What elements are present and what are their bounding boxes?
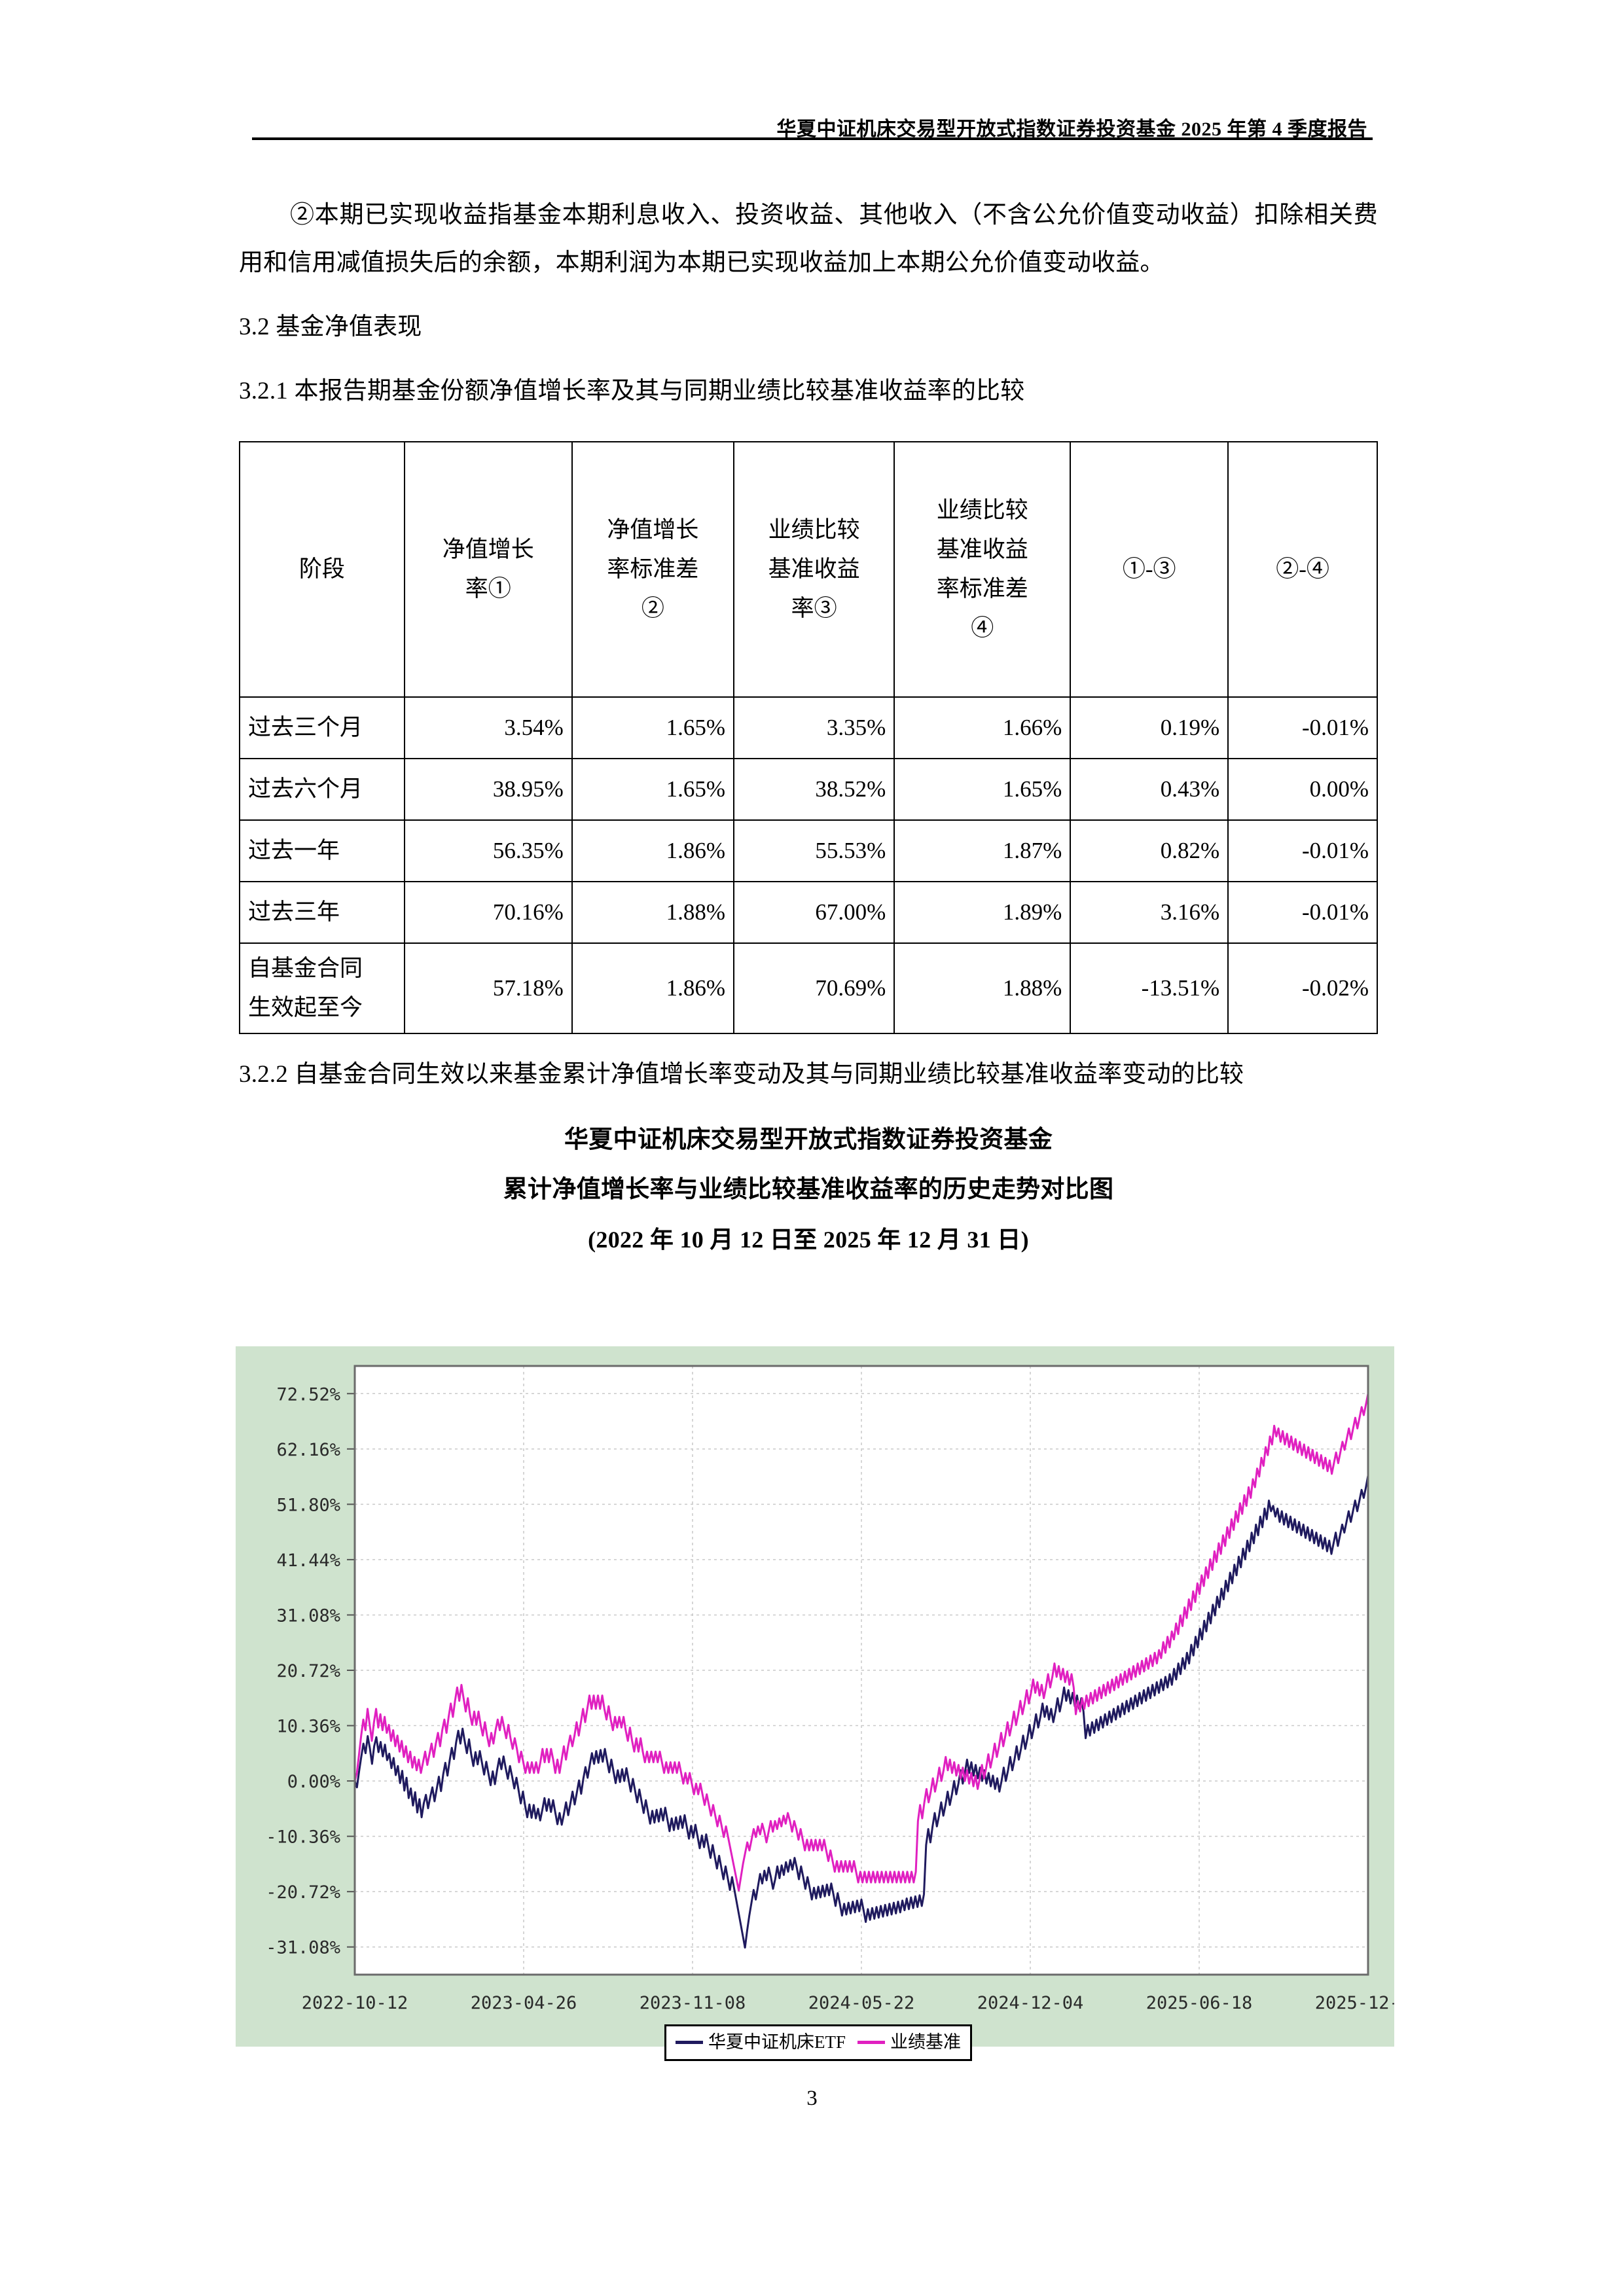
table-row: 自基金合同 生效起至今 57.18% 1.86% 70.69% 1.88% -1… bbox=[239, 942, 1378, 1034]
table-row: 过去一年 56.35% 1.86% 55.53% 1.87% 0.82% -0.… bbox=[239, 819, 1378, 882]
svg-text:2025-12-31: 2025-12-31 bbox=[1315, 1993, 1394, 2013]
svg-text:72.52%: 72.52% bbox=[276, 1384, 340, 1405]
cell-bench-std: 1.66% bbox=[893, 696, 1072, 759]
svg-text:-20.72%: -20.72% bbox=[266, 1882, 340, 1903]
table-row: 过去三个月 3.54% 1.65% 3.35% 1.66% 0.19% -0.0… bbox=[239, 696, 1378, 759]
svg-text:31.08%: 31.08% bbox=[276, 1605, 340, 1626]
performance-chart: 72.52% 62.16% 51.80% 41.44% 31.08% 20.72% 10.3… bbox=[236, 1346, 1394, 2047]
cell-diff-2-4: 0.00% bbox=[1227, 758, 1378, 821]
cell-diff-1-3: 0.82% bbox=[1070, 819, 1229, 882]
chart-gridlines bbox=[355, 1366, 1368, 1975]
svg-text:2022-10-12: 2022-10-12 bbox=[302, 1993, 408, 2013]
cell-stage-line: 生效起至今 bbox=[248, 995, 363, 1020]
svg-text:62.16%: 62.16% bbox=[276, 1440, 340, 1460]
running-header: 华夏中证机床交易型开放式指数证券投资基金 2025 年第 4 季度报告 bbox=[0, 113, 1624, 158]
cell-bench-return: 3.35% bbox=[733, 696, 895, 759]
section-heading-3-2: 3.2 基金净值表现 bbox=[239, 314, 422, 340]
legend-item-benchmark: 业绩基准 bbox=[857, 2029, 961, 2055]
cell-nav-growth: 3.54% bbox=[403, 696, 573, 759]
cell-nav-std: 1.86% bbox=[571, 819, 735, 882]
svg-text:10.36%: 10.36% bbox=[276, 1717, 340, 1737]
cell-nav-std: 1.86% bbox=[571, 942, 735, 1034]
cell-diff-2-4: -0.02% bbox=[1227, 942, 1378, 1034]
legend-label-benchmark: 业绩基准 bbox=[890, 2032, 962, 2052]
legend-label-fund: 华夏中证机床ETF bbox=[708, 2032, 846, 2052]
cell-nav-growth: 38.95% bbox=[403, 758, 573, 821]
chart-caption-line2: 累计净值增长率与业绩比较基准收益率的历史走势对比图 bbox=[503, 1176, 1114, 1203]
col-header-diff-1-3: ①-③ bbox=[1070, 441, 1229, 698]
header-title: 华夏中证机床交易型开放式指数证券投资基金 2025 年第 4 季度报告 bbox=[776, 118, 1367, 140]
cell-nav-growth: 56.35% bbox=[403, 819, 573, 882]
cell-stage: 过去一年 bbox=[239, 819, 405, 882]
svg-text:20.72%: 20.72% bbox=[276, 1661, 340, 1681]
cell-bench-std: 1.89% bbox=[893, 881, 1072, 944]
x-axis-labels: 2022-10-12 2023-04-26 2023-11-08 2024-05-22… bbox=[302, 1993, 1394, 2013]
cell-bench-return: 55.53% bbox=[733, 819, 895, 882]
section-heading-3-2-1: 3.2.1 本报告期基金份额净值增长率及其与同期业绩比较基准收益率的比较 bbox=[239, 378, 1025, 404]
cell-bench-return: 70.69% bbox=[733, 942, 895, 1034]
cell-nav-std: 1.65% bbox=[571, 758, 735, 821]
cell-stage-line: 自基金合同 bbox=[248, 956, 363, 981]
svg-text:2023-11-08: 2023-11-08 bbox=[640, 1993, 746, 2013]
cell-diff-1-3: 0.19% bbox=[1070, 696, 1229, 759]
chart-caption-period: (2022 年 10 月 12 日至 2025 年 12 月 31 日) bbox=[588, 1227, 1029, 1253]
y-axis-ticks bbox=[347, 1393, 355, 1948]
header-rule bbox=[252, 137, 1373, 140]
cell-stage: 过去六个月 bbox=[239, 758, 405, 821]
cell-stage: 过去三年 bbox=[239, 881, 405, 944]
table-head: 阶段 净值增长 率① 净值增长 率标准差 ② 业绩比较 基准收益 率③ bbox=[239, 441, 1378, 698]
page-content: ②本期已实现收益指基金本期利息收入、投资收益、其他收入（不含公允价值变动收益）扣… bbox=[239, 191, 1378, 1265]
y-axis-labels: 72.52% 62.16% 51.80% 41.44% 31.08% 20.72% 10.3… bbox=[266, 1384, 340, 1958]
section-heading-3-2-2: 3.2.2 自基金合同生效以来基金累计净值增长率变动及其与同期业绩比较基准收益率… bbox=[239, 1061, 1244, 1088]
col-header-nav-std: 净值增长 率标准差 ② bbox=[571, 441, 735, 698]
cell-diff-1-3: 3.16% bbox=[1070, 881, 1229, 944]
legend-item-fund: 华夏中证机床ETF bbox=[676, 2029, 846, 2055]
col-header-bench-std: 业绩比较 基准收益 率标准差 ④ bbox=[893, 441, 1072, 698]
chart-canvas: 72.52% 62.16% 51.80% 41.44% 31.08% 20.72% 10.3… bbox=[236, 1346, 1394, 2047]
svg-text:0.00%: 0.00% bbox=[287, 1772, 340, 1792]
legend-color-swatch-fund bbox=[676, 2040, 703, 2044]
cell-diff-2-4: -0.01% bbox=[1227, 819, 1378, 882]
svg-text:2024-05-22: 2024-05-22 bbox=[808, 1993, 915, 2013]
cell-bench-std: 1.87% bbox=[893, 819, 1072, 882]
note-paragraph: ②本期已实现收益指基金本期利息收入、投资收益、其他收入（不含公允价值变动收益）扣… bbox=[239, 202, 1378, 276]
chart-legend: 华夏中证机床ETF 业绩基准 bbox=[664, 2024, 973, 2061]
svg-text:-31.08%: -31.08% bbox=[266, 1938, 340, 1958]
page-number: 3 bbox=[806, 2087, 818, 2110]
svg-text:2025-06-18: 2025-06-18 bbox=[1146, 1993, 1253, 2013]
cell-nav-growth: 70.16% bbox=[403, 881, 573, 944]
cell-diff-2-4: -0.01% bbox=[1227, 881, 1378, 944]
legend-color-swatch-benchmark bbox=[857, 2040, 886, 2044]
chart-caption-line1: 华夏中证机床交易型开放式指数证券投资基金 bbox=[564, 1126, 1053, 1153]
cell-nav-std: 1.88% bbox=[571, 881, 735, 944]
cell-stage: 过去三个月 bbox=[239, 696, 405, 759]
chart-series bbox=[353, 1392, 1369, 1949]
table-row: 过去六个月 38.95% 1.65% 38.52% 1.65% 0.43% 0.… bbox=[239, 758, 1378, 821]
cell-diff-2-4: -0.01% bbox=[1227, 696, 1378, 759]
cell-nav-std: 1.65% bbox=[571, 696, 735, 759]
col-header-stage: 阶段 bbox=[239, 441, 405, 698]
col-header-bench-return: 业绩比较 基准收益 率③ bbox=[733, 441, 895, 698]
svg-text:2024-12-04: 2024-12-04 bbox=[977, 1993, 1084, 2013]
svg-text:41.44%: 41.44% bbox=[276, 1551, 340, 1571]
plot-area-frame bbox=[353, 1365, 1369, 1976]
table-body: 过去三个月 3.54% 1.65% 3.35% 1.66% 0.19% -0.0… bbox=[239, 696, 1378, 1034]
col-header-diff-2-4: ②-④ bbox=[1227, 441, 1378, 698]
cell-stage: 自基金合同 生效起至今 bbox=[239, 942, 405, 1034]
col-header-nav-growth: 净值增长 率① bbox=[403, 441, 573, 698]
cell-nav-growth: 57.18% bbox=[403, 942, 573, 1034]
performance-table: 阶段 净值增长 率① 净值增长 率标准差 ② 业绩比较 基准收益 率③ bbox=[239, 441, 1378, 1034]
svg-text:2023-04-26: 2023-04-26 bbox=[471, 1993, 577, 2013]
cell-bench-return: 67.00% bbox=[733, 881, 895, 944]
cell-bench-return: 38.52% bbox=[733, 758, 895, 821]
table-row: 过去三年 70.16% 1.88% 67.00% 1.89% 3.16% -0.… bbox=[239, 881, 1378, 944]
svg-text:51.80%: 51.80% bbox=[276, 1495, 340, 1515]
cell-diff-1-3: -13.51% bbox=[1070, 942, 1229, 1034]
cell-bench-std: 1.65% bbox=[893, 758, 1072, 821]
cell-diff-1-3: 0.43% bbox=[1070, 758, 1229, 821]
cell-bench-std: 1.88% bbox=[893, 942, 1072, 1034]
svg-text:-10.36%: -10.36% bbox=[266, 1827, 340, 1848]
table-header-row: 阶段 净值增长 率① 净值增长 率标准差 ② 业绩比较 基准收益 率③ bbox=[239, 441, 1378, 698]
